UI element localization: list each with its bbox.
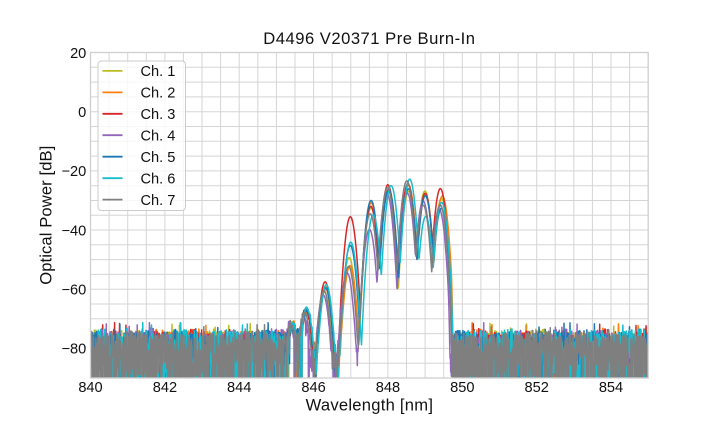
- svg-text:840: 840: [78, 380, 102, 396]
- svg-text:20: 20: [70, 46, 86, 62]
- svg-text:Ch. 5: Ch. 5: [141, 150, 176, 166]
- svg-text:844: 844: [227, 380, 251, 396]
- svg-text:−80: −80: [62, 342, 87, 358]
- svg-text:852: 852: [525, 380, 549, 396]
- svg-text:Ch. 2: Ch. 2: [141, 86, 176, 102]
- svg-text:Ch. 7: Ch. 7: [141, 193, 176, 209]
- svg-text:850: 850: [450, 380, 474, 396]
- svg-text:D4496 V20371 Pre Burn-In: D4496 V20371 Pre Burn-In: [263, 29, 475, 48]
- svg-text:848: 848: [376, 380, 400, 396]
- svg-text:−40: −40: [62, 223, 87, 239]
- svg-text:0: 0: [78, 105, 86, 121]
- svg-text:Ch. 4: Ch. 4: [141, 129, 176, 145]
- svg-text:Wavelength [nm]: Wavelength [nm]: [306, 395, 434, 414]
- svg-text:Ch. 1: Ch. 1: [141, 64, 176, 80]
- svg-text:−60: −60: [62, 283, 87, 299]
- svg-text:842: 842: [153, 380, 177, 396]
- svg-text:Ch. 3: Ch. 3: [141, 107, 176, 123]
- svg-text:846: 846: [301, 380, 325, 396]
- svg-text:Ch. 6: Ch. 6: [141, 172, 176, 188]
- svg-text:Optical Power [dB]: Optical Power [dB]: [37, 146, 56, 285]
- svg-text:−20: −20: [62, 164, 87, 180]
- svg-text:854: 854: [599, 380, 623, 396]
